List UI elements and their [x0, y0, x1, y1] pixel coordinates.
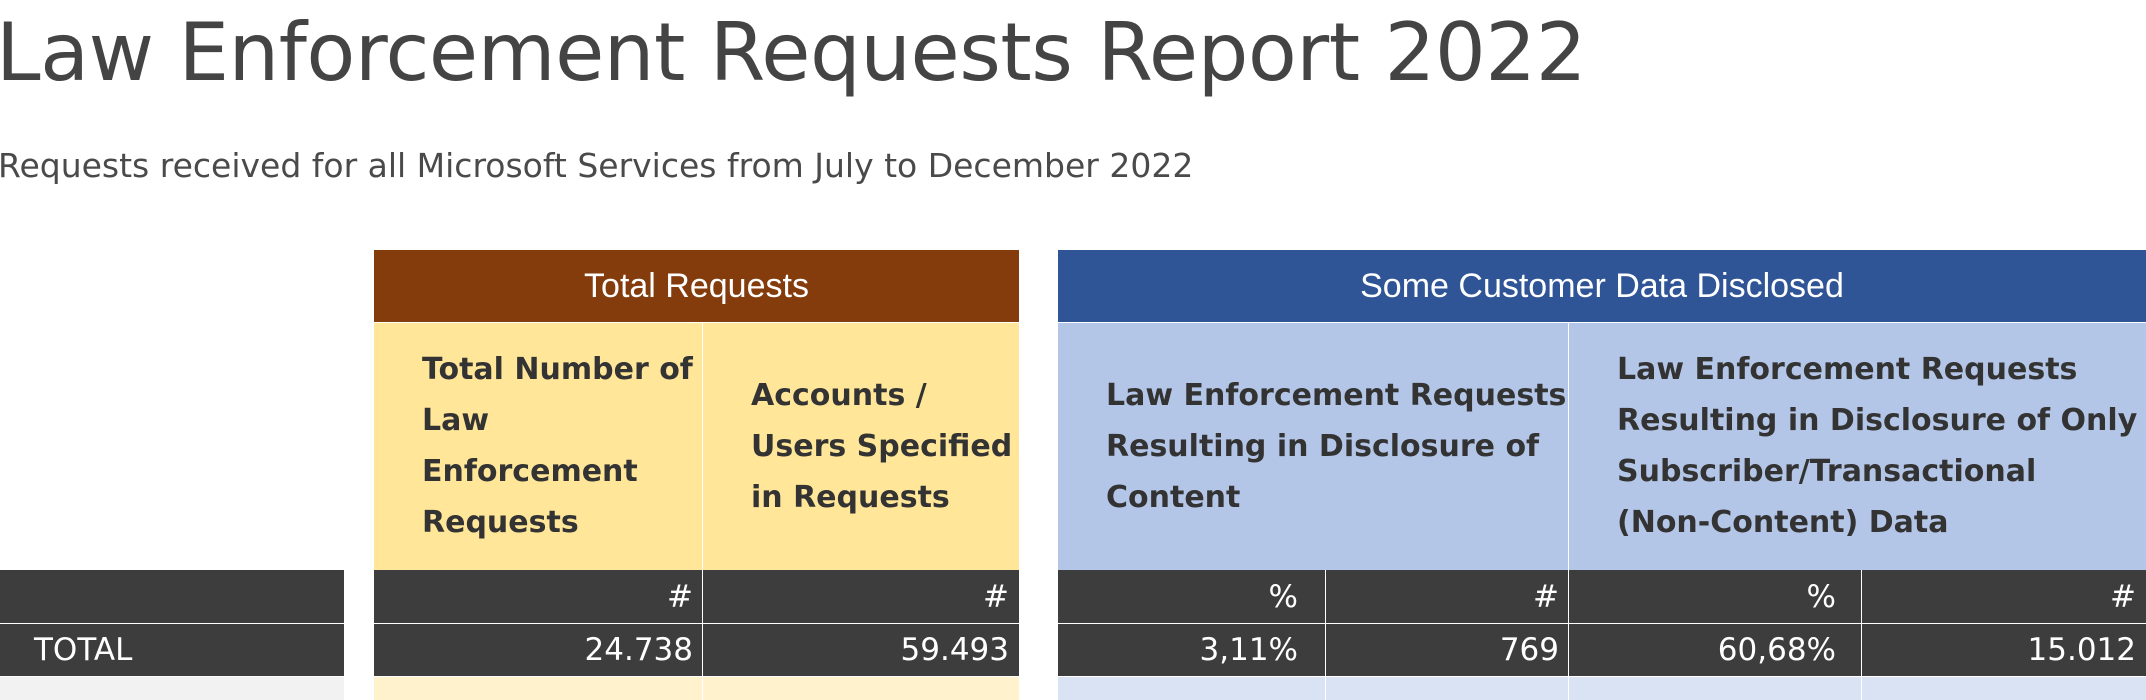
total-row-label: TOTAL — [0, 624, 344, 676]
total-row-total-number: 24.738 — [374, 624, 703, 676]
group-header-total-requests: Total Requests — [374, 250, 1019, 322]
total-row-content-count: 769 — [1326, 624, 1569, 676]
next-row-total-requests-cells — [374, 677, 1019, 700]
grid-line-vertical — [1861, 570, 1862, 700]
total-row-content-percent: 3,11% — [1058, 624, 1326, 676]
col-header-noncontent-disclosure: Law Enforcement Requests Resulting in Di… — [1569, 322, 2146, 570]
total-row-noncontent-percent: 60,68% — [1569, 624, 1862, 676]
col-header-accounts-specified-label: Accounts / Users Specified in Requests — [751, 377, 1013, 515]
col-header-total-number-label: Total Number of Law Enforcement Requests — [422, 352, 693, 540]
next-row-disclosed-cells — [1058, 677, 2146, 700]
total-row-noncontent-count: 15.012 — [1862, 624, 2146, 676]
unit-content-percent: % — [1058, 570, 1326, 624]
col-header-content-disclosure-label: Law Enforcement Requests Resulting in Di… — [1106, 377, 1567, 515]
col-header-total-number: Total Number of Law Enforcement Requests — [374, 322, 703, 570]
unit-noncontent-percent: % — [1569, 570, 1862, 624]
grid-line-horizontal — [1058, 322, 2146, 323]
report-subtitle: Requests received for all Microsoft Serv… — [0, 146, 1194, 185]
grid-line-vertical — [1568, 322, 1569, 700]
group-header-some-data-disclosed: Some Customer Data Disclosed — [1058, 250, 2146, 322]
grid-line-vertical — [702, 322, 703, 700]
unit-total-number: # — [374, 570, 703, 624]
grid-line-horizontal — [374, 322, 1019, 323]
grid-line-horizontal — [0, 623, 2146, 624]
report-title: Law Enforcement Requests Report 2022 — [0, 6, 1587, 99]
next-row-label-cell — [0, 677, 344, 700]
col-header-noncontent-disclosure-label: Law Enforcement Requests Resulting in Di… — [1617, 352, 2138, 540]
unit-noncontent-count: # — [1862, 570, 2146, 624]
total-row-accounts-specified: 59.493 — [703, 624, 1019, 676]
grid-line-horizontal — [0, 676, 2146, 677]
col-header-accounts-specified: Accounts / Users Specified in Requests — [703, 322, 1019, 570]
unit-content-count: # — [1326, 570, 1569, 624]
unit-accounts-specified: # — [703, 570, 1019, 624]
grid-line-vertical — [1325, 570, 1326, 700]
units-row-label-cell — [0, 570, 344, 624]
col-header-content-disclosure: Law Enforcement Requests Resulting in Di… — [1058, 322, 1569, 570]
